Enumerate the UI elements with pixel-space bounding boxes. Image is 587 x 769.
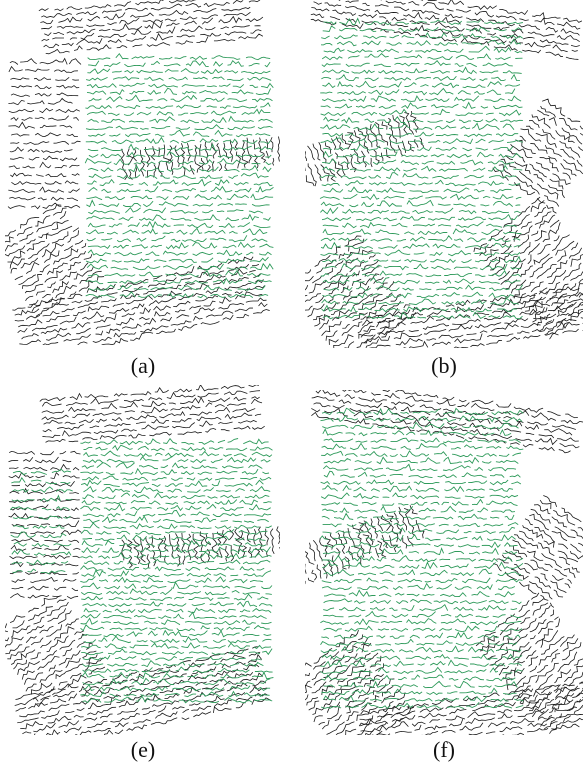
margin-text — [309, 0, 584, 60]
panel-image — [227, 376, 587, 762]
figure: (a) (b) (e) (f) — [0, 0, 587, 769]
page: {"panels": [{"label": "(a)"}, {"label": … — [0, 0, 587, 769]
panel-image — [228, 0, 587, 367]
margin-text — [492, 95, 587, 214]
margin-text — [8, 59, 81, 209]
margin-text — [284, 625, 418, 762]
main-text — [320, 19, 523, 319]
panel-label: (b) — [431, 353, 457, 378]
margin-text — [309, 376, 584, 455]
main-text — [320, 408, 523, 708]
panel-label: (a) — [131, 353, 155, 378]
panel-label: (e) — [131, 737, 155, 762]
margin-text — [284, 231, 417, 367]
main-text — [85, 54, 273, 298]
panel-image — [0, 381, 420, 754]
margin-text — [472, 590, 587, 737]
margin-text — [39, 0, 265, 54]
margin-text — [121, 122, 422, 181]
main-text — [80, 439, 273, 703]
margin-text — [358, 678, 587, 758]
panel-label: (f) — [433, 737, 455, 762]
margin-text — [39, 381, 264, 445]
